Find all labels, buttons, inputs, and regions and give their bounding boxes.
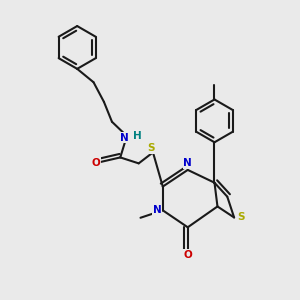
Text: S: S (148, 143, 155, 153)
Text: O: O (183, 250, 192, 260)
Text: S: S (237, 212, 244, 223)
Text: O: O (92, 158, 100, 168)
Text: N: N (120, 133, 129, 142)
Text: N: N (183, 158, 192, 168)
Text: H: H (133, 131, 142, 141)
Text: N: N (153, 205, 162, 215)
